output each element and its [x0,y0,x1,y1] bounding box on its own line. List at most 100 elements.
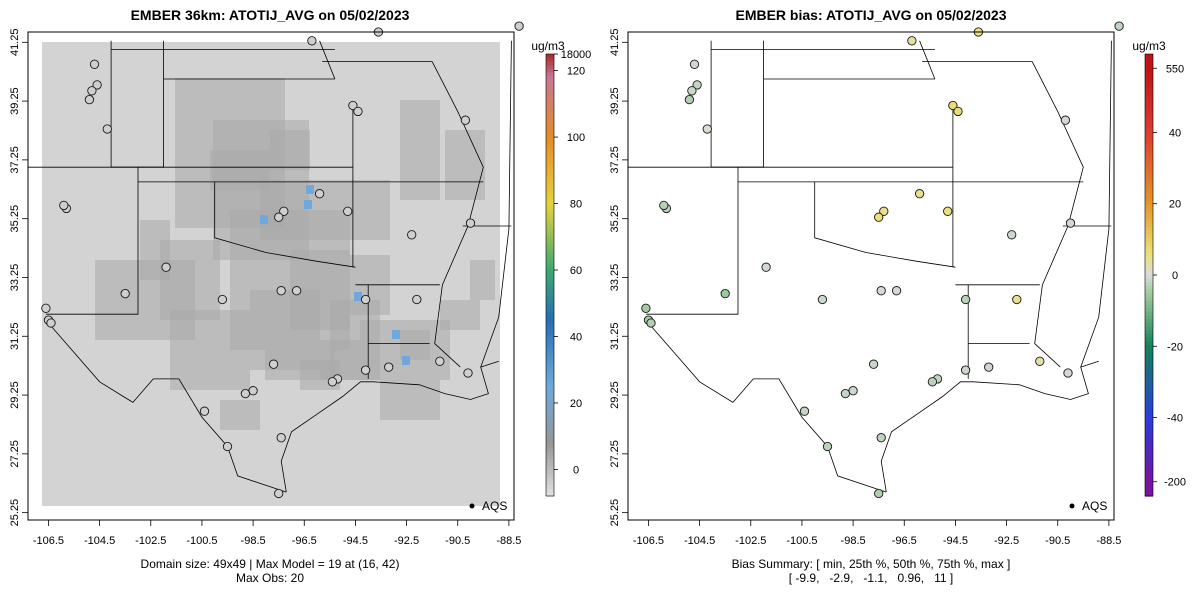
model-x-tick-label: -104.5 [84,535,115,547]
bias-colorbar-swatch [1145,389,1153,394]
bias-colorbar-swatch [1145,440,1153,446]
bias-colorbar-swatch [1145,470,1153,475]
model-colorbar-swatch [546,193,554,199]
bias-colorbar-swatch [1145,263,1153,269]
bias-y-tick-label: 25.25 [609,499,621,527]
bias-colorbar-swatch [1145,153,1153,158]
model-colorbar-swatch [546,359,554,364]
model-colorbar-swatch [546,135,554,140]
bias-colorbar-swatch [1145,437,1153,442]
model-colorbar-swatch [546,216,554,221]
model-colorbar-swatch [546,470,554,475]
bias-colorbar-swatch [1145,422,1153,427]
bias-colorbar-swatch [1145,138,1153,143]
bias-colorbar-swatch [1145,127,1153,132]
model-colorbar-swatch [546,426,554,431]
bias-station [868,359,879,369]
model-colorbar-swatch [546,109,554,114]
bias-legend: AQS [1069,499,1107,513]
model-y-tick-label: 37.25 [9,146,21,174]
model-obs-station [463,368,473,378]
model-x-tick-label: -88.5 [496,535,521,547]
model-colorbar-swatch [546,356,554,361]
bias-colorbar-swatch [1145,403,1153,409]
model-colorbar-swatch [546,212,554,217]
bias-colorbar-swatch [1145,289,1153,295]
model-x-tick-label: -90.5 [445,535,470,547]
bias-colorbar-swatch [1145,378,1153,383]
bias-colorbar-swatch [1145,267,1153,272]
bias-colorbar-swatch [1145,65,1153,70]
model-colorbar-tick-label: 0 [573,464,579,476]
model-field-cell-20 [170,310,250,390]
model-obs-station [279,206,289,216]
bias-colorbar-swatch [1145,385,1153,390]
model-colorbar-ticks: 18000 120 100 80 60 40 20 0 [554,49,591,476]
model-colorbar-swatch [546,68,554,74]
bias-y-tick-label: 37.25 [609,146,621,174]
bias-map-panel: EMBER bias: ATOTIJ_AVG on 05/02/2023 -10… [609,7,1124,585]
model-obs-station [217,294,228,305]
bias-station [874,212,884,222]
bias-colorbar-swatch [1145,57,1153,62]
model-colorbar-tick-label: 80 [570,199,582,211]
bias-colorbar-swatch [1145,308,1153,313]
model-colorbar-swatch [546,146,554,151]
bias-colorbar-swatch [1145,392,1153,398]
bias-colorbar-swatch [1145,462,1153,468]
model-colorbar-swatch [546,462,554,468]
bias-y-tick-label: 35.25 [609,205,621,233]
model-colorbar-swatch [546,319,554,324]
model-colorbar-swatch [546,304,554,309]
bias-colorbar-swatch [1145,175,1153,180]
bias-station [1007,230,1017,240]
model-map-panel: EMBER 36km: ATOTIJ_AVG on 05/02/2023 -10… [9,7,524,585]
model-obs-station [120,288,130,299]
bias-colorbar-swatch [1145,374,1153,379]
bias-colorbar-swatch [1145,90,1153,96]
bias-x-tick-label: -106.5 [633,535,664,547]
bias-colorbar-swatch [1145,205,1153,210]
bias-station [848,386,858,396]
bias-colorbar-swatch [1145,286,1153,291]
model-colorbar-swatch [546,157,554,162]
model-field-cell-18 [210,150,270,190]
bias-colorbar-swatch [1145,260,1153,265]
model-colorbar-swatch [546,252,554,258]
model-colorbar-swatch [546,400,554,405]
bias-colorbar-swatch [1145,448,1153,453]
bias-colorbar-swatch [1145,190,1153,195]
model-field-cell-13 [440,300,480,330]
bias-colorbar-swatch [1145,359,1153,364]
bias-y-ticks: 25.25 27.25 29.25 31.25 33.25 35.25 37.25 39.25… [609,29,628,527]
model-obs-station [348,100,358,111]
bias-y-tick-label: 33.25 [609,264,621,292]
bias-colorbar-swatch [1145,466,1153,471]
bias-colorbar-swatch [1145,352,1153,357]
model-colorbar-swatch [546,477,554,482]
model-colorbar-swatch [546,451,554,457]
model-obs-station [407,230,417,240]
bias-colorbar-swatch [1145,94,1153,99]
model-colorbar-swatch [546,234,554,239]
model-map-title: EMBER 36km: ATOTIJ_AVG on 05/02/2023 [131,7,410,23]
model-obs-station [360,365,371,375]
model-colorbar-swatch [546,488,554,493]
bias-station [914,189,925,199]
bias-colorbar-swatch [1145,396,1153,401]
state-boundary-2 [45,167,139,315]
bias-colorbar-swatch [1145,256,1153,261]
bias-summary-line-1: Bias Summary: [ min, 25th %, 50th %, 75t… [732,557,1011,571]
bias-colorbar-swatch [1145,418,1153,423]
model-y-tick-label: 41.25 [9,29,21,57]
model-colorbar-swatch [546,190,554,195]
model-colorbar-swatch [546,448,554,453]
model-field-high-cell-2 [354,292,362,301]
model-field-cell-9 [400,330,430,360]
bias-colorbar-swatch [1145,249,1153,254]
model-colorbar-swatch [546,263,554,269]
model-x-tick-label: -94.5 [343,535,368,547]
model-colorbar-swatch [546,120,554,125]
model-colorbar-swatch [546,385,554,390]
model-field-cell-19 [270,130,310,170]
